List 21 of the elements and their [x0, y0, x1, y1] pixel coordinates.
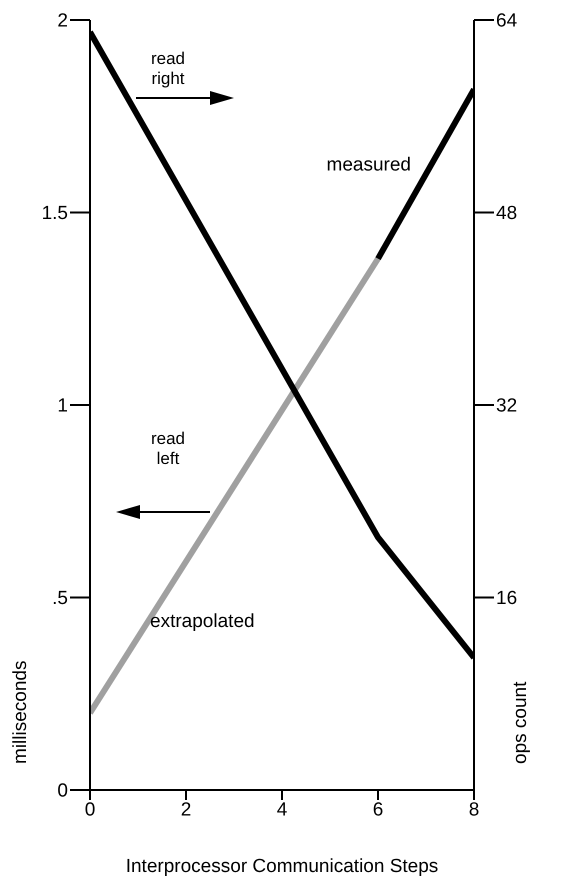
y2-tick-label: 48 [496, 203, 518, 224]
y-tick-label: 2 [57, 10, 68, 32]
series-label: measured [326, 154, 411, 176]
x-axis-title: Interprocessor Communication Steps [126, 856, 438, 877]
x-tick-label: 0 [84, 799, 96, 820]
x-tick-label: 8 [468, 799, 480, 820]
y-tick-label: .5 [52, 588, 68, 610]
y2-axis-title: ops count [510, 680, 531, 764]
x-tick-label: 2 [180, 799, 192, 820]
y-tick-label: 1.5 [42, 203, 68, 224]
y2-tick-label: 32 [496, 396, 518, 417]
annotation: read right [150, 49, 186, 88]
x-tick-label: 4 [276, 799, 288, 820]
y-axis-title: milliseconds [10, 660, 31, 764]
y-tick-label: 0 [57, 780, 68, 802]
y2-tick-label: 64 [496, 10, 518, 32]
y2-tick-label: 16 [496, 588, 518, 610]
series-label: extrapolated [150, 611, 255, 632]
annotation: read left [150, 429, 186, 468]
x-tick-label: 6 [372, 799, 384, 820]
y-tick-label: 1 [57, 396, 68, 417]
